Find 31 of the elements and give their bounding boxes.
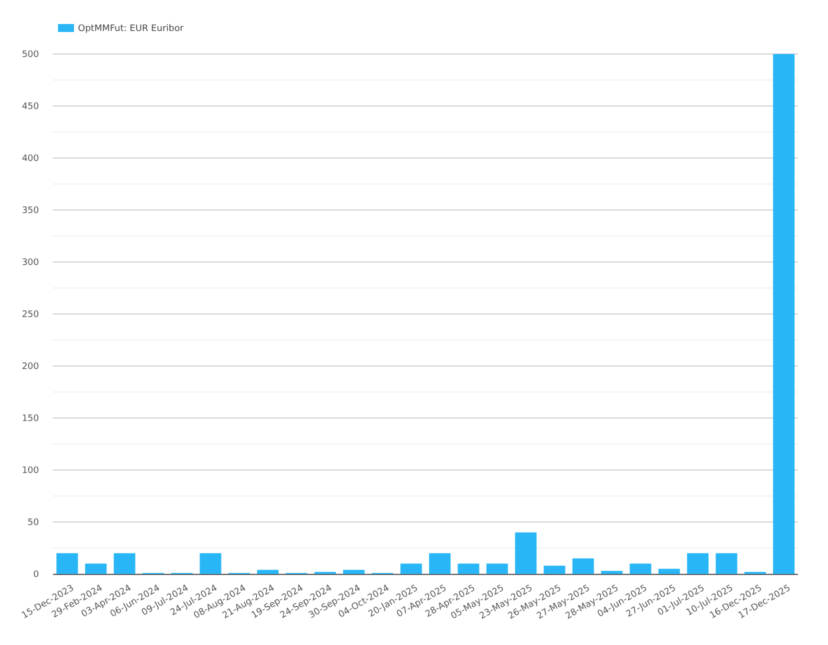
y-tick-label: 200 [22, 362, 40, 372]
bar [687, 553, 709, 574]
bar [601, 570, 623, 574]
bar [200, 553, 222, 574]
y-tick-label: 350 [22, 206, 40, 216]
y-tick-label: 300 [22, 258, 40, 268]
bar [114, 553, 136, 574]
bar [429, 553, 451, 574]
bar [257, 570, 279, 574]
bar [400, 564, 422, 574]
y-tick-label: 0 [33, 570, 40, 580]
y-tick-label: 250 [22, 310, 40, 320]
bar [773, 54, 795, 574]
bar [716, 553, 738, 574]
bar [343, 570, 365, 574]
bar [486, 564, 508, 574]
legend-label: OptMMFut: EUR Euribor [78, 24, 184, 34]
y-tick-label: 50 [28, 518, 40, 528]
bar [56, 553, 78, 574]
y-tick-label: 400 [22, 154, 40, 164]
bar [630, 564, 652, 574]
y-tick-label: 450 [22, 102, 40, 112]
bar [572, 558, 594, 574]
bar [85, 564, 107, 574]
bar [458, 564, 480, 574]
y-tick-label: 100 [22, 466, 40, 476]
y-tick-label: 500 [22, 50, 40, 60]
bar [658, 568, 680, 574]
bar [544, 566, 566, 574]
bar [515, 532, 537, 574]
y-tick-label: 150 [22, 414, 40, 424]
